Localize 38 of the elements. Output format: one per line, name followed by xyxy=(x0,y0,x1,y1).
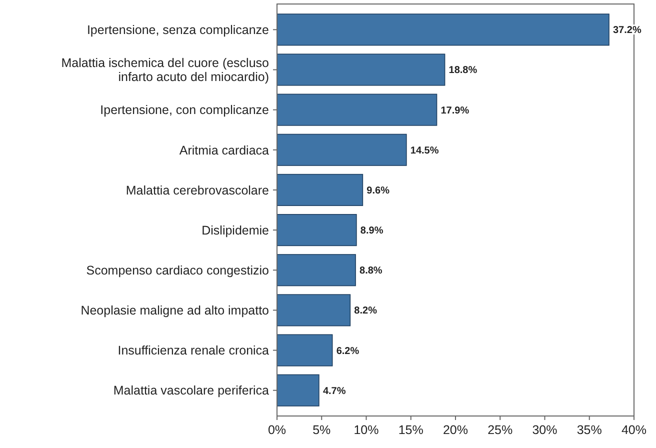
y-tick-label: Malattia vascolare periferica xyxy=(113,384,270,398)
y-tick-label: Neoplasie maligne ad alto impatto xyxy=(80,304,270,318)
y-tick-label: Dislipidemie xyxy=(202,223,270,238)
bar xyxy=(276,94,438,126)
x-tick-label: 15% xyxy=(398,423,424,437)
bar xyxy=(276,14,610,46)
data-label: 18.8% xyxy=(448,65,478,76)
data-label: 6.2% xyxy=(336,346,360,357)
bar xyxy=(276,134,407,166)
x-tick-label: 40% xyxy=(621,423,647,437)
bar xyxy=(276,294,351,326)
y-tick-label: Ipertensione, con complicanze xyxy=(100,103,270,118)
x-tick-label: 25% xyxy=(488,423,513,437)
bar xyxy=(276,254,356,286)
data-label: 17.9% xyxy=(440,105,470,116)
bar xyxy=(276,374,320,406)
y-tick-label: Malattia cerebrovascolare xyxy=(126,183,270,198)
x-tick-label: 30% xyxy=(532,423,558,437)
bar xyxy=(276,214,357,246)
data-label: 8.2% xyxy=(354,306,378,317)
x-tick-label: 20% xyxy=(442,423,468,437)
data-label: 14.5% xyxy=(410,145,439,156)
bar xyxy=(276,54,446,86)
y-tick-label: Aritmia cardiaca xyxy=(179,143,270,158)
x-tick-label: 5% xyxy=(312,423,331,437)
data-label: 4.7% xyxy=(322,386,346,397)
bar xyxy=(276,334,333,366)
x-tick-label: 10% xyxy=(354,423,379,437)
x-tick-label: 0% xyxy=(268,423,286,437)
data-label: 8.8% xyxy=(360,266,382,277)
y-tick-label: Scompenso cardiaco congestizio xyxy=(86,263,270,278)
data-label: 9.6% xyxy=(366,185,390,196)
x-tick-label: 35% xyxy=(576,423,602,437)
bar xyxy=(276,174,364,206)
y-tick-label: Ipertensione, senza complicanze xyxy=(86,23,270,38)
data-label: 8.9% xyxy=(360,226,384,237)
y-tick-label: Insufficienza renale cronica xyxy=(118,344,270,358)
y-tick-label: Malattia ischemica del cuore (escluso infarto acuto del miocardio) xyxy=(61,56,270,84)
